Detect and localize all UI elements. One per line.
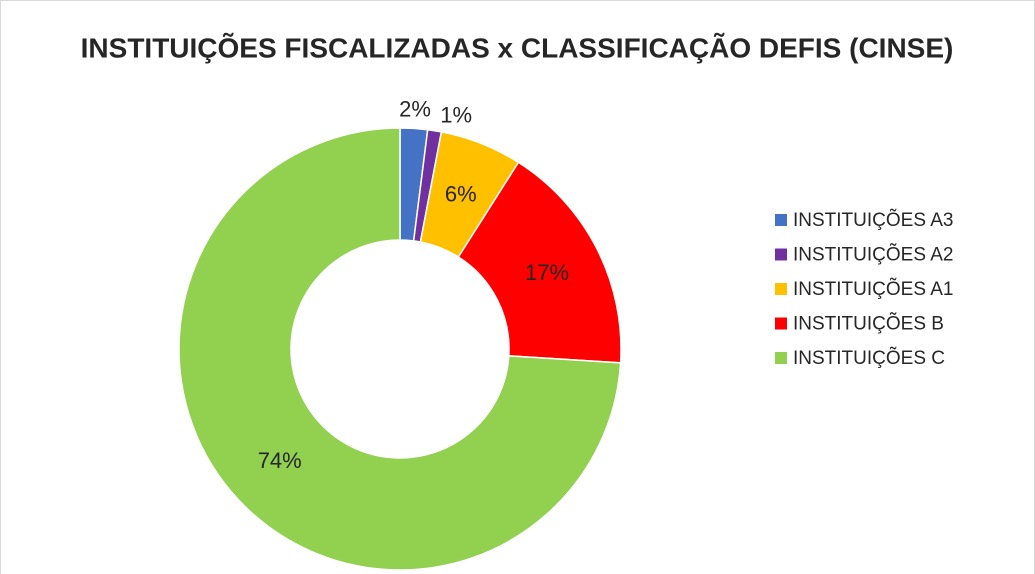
data-label: 6% xyxy=(445,181,477,206)
legend-swatch xyxy=(775,248,787,261)
legend-label: INSTITUIÇÕES A1 xyxy=(793,278,953,300)
legend-swatch xyxy=(775,352,787,364)
legend-label: INSTITUIÇÕES B xyxy=(793,313,944,335)
data-label: 1% xyxy=(440,102,472,127)
legend-swatch xyxy=(775,317,787,330)
donut-slice xyxy=(457,161,622,364)
legend-swatch xyxy=(775,214,787,226)
data-label: 2% xyxy=(399,96,431,121)
legend-label: INSTITUIÇÕES C xyxy=(793,347,945,369)
data-label: 74% xyxy=(258,448,302,473)
donut-slice xyxy=(178,127,622,571)
legend-swatch xyxy=(775,283,787,295)
legend-label: INSTITUIÇÕES A3 xyxy=(793,209,953,231)
chart-title: INSTITUIÇÕES FISCALIZADAS x CLASSIFICAÇÃ… xyxy=(81,32,954,63)
legend-label: INSTITUIÇÕES A2 xyxy=(793,244,953,266)
data-label: 17% xyxy=(525,260,569,285)
